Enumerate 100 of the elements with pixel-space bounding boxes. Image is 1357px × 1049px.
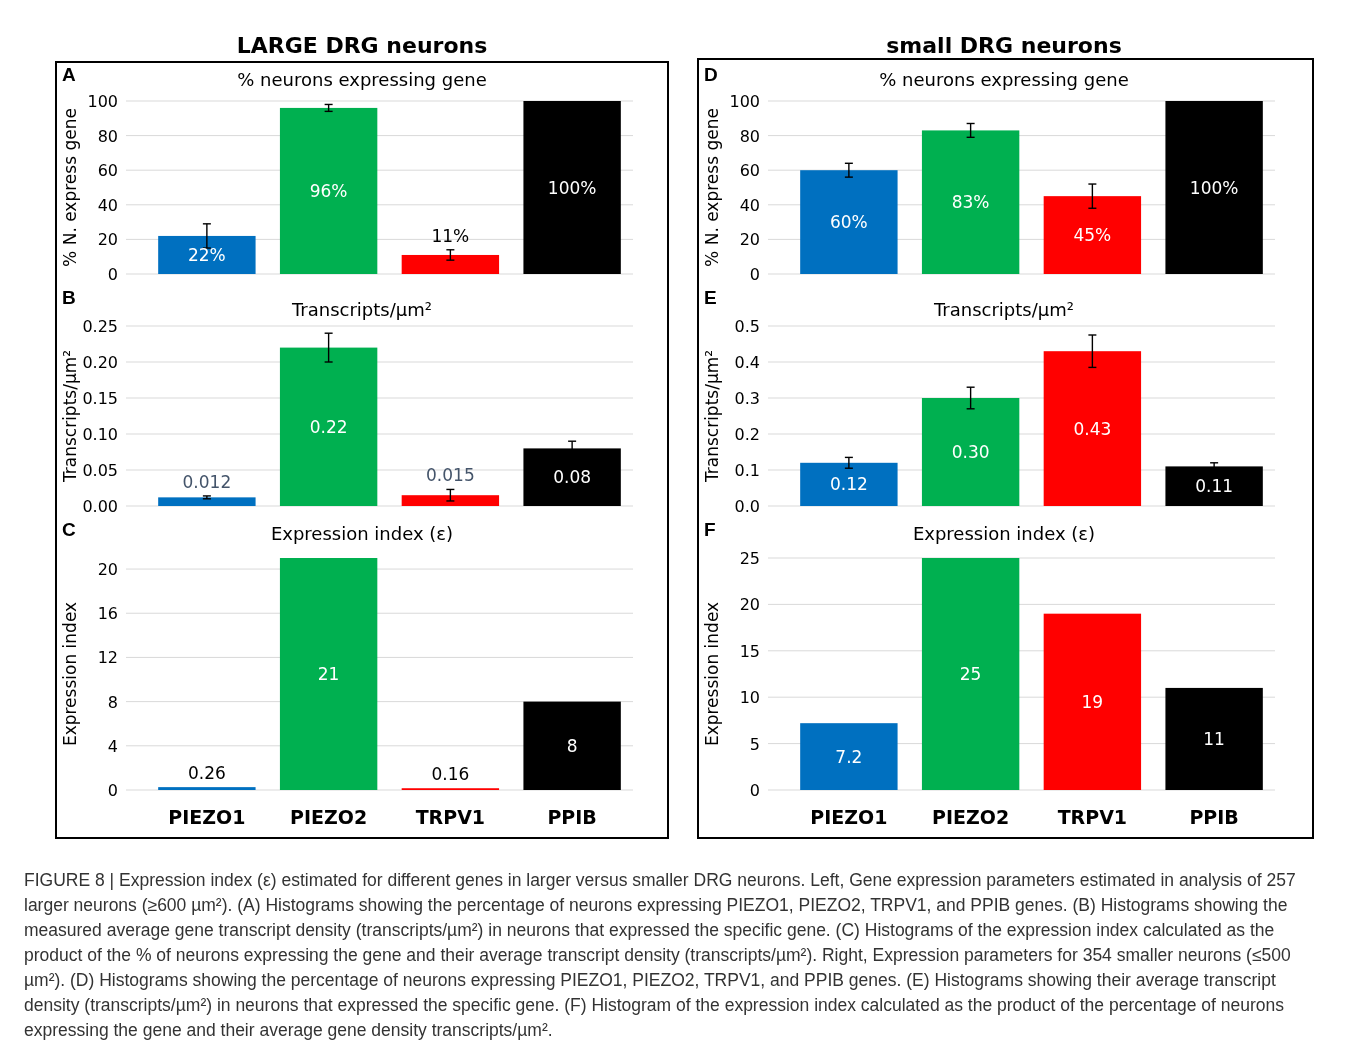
- chart-title: Transcripts/µm²: [933, 299, 1074, 320]
- data-label: 21: [317, 664, 340, 684]
- bar: [921, 130, 1020, 274]
- y-tick-label: 10: [739, 688, 760, 708]
- bar: [800, 170, 898, 274]
- text: C: [62, 519, 76, 540]
- text: A: [62, 64, 76, 85]
- bar: [158, 497, 256, 506]
- bar: [1165, 466, 1263, 506]
- bar: [401, 495, 500, 506]
- x-tick-label: PIEZO1: [168, 806, 246, 828]
- y-tick-label: 5: [749, 734, 760, 754]
- y-tick-label: 0.2: [734, 425, 760, 444]
- text: D: [704, 64, 718, 85]
- y-tick-label: 20: [97, 560, 118, 580]
- y-tick-label: 0.20: [82, 353, 118, 372]
- y-tick-label: 0.4: [734, 353, 760, 372]
- y-tick-label: 0.1: [734, 461, 760, 480]
- y-tick-label: 0.05: [82, 461, 118, 480]
- data-label: 0.30: [951, 442, 990, 462]
- data-label: 96%: [309, 180, 348, 201]
- bar: [279, 558, 378, 790]
- x-tick-label: PPIB: [547, 806, 597, 828]
- bar: [523, 701, 621, 790]
- bar: [1165, 101, 1263, 274]
- data-label: 25: [959, 664, 982, 684]
- x-tick-label: TRPV1: [415, 806, 486, 828]
- data-label: 45%: [1073, 225, 1112, 246]
- y-axis-title: % N. express gene: [60, 108, 80, 267]
- chart-title: Expression index (ε): [912, 523, 1096, 544]
- y-tick-label: 0.5: [734, 317, 760, 336]
- y-tick-label: 4: [107, 736, 118, 756]
- y-tick-label: 80: [739, 126, 760, 146]
- bar: [523, 101, 621, 274]
- y-axis-title: Expression index: [702, 601, 722, 747]
- bar: [401, 254, 500, 274]
- y-tick-label: 20: [739, 230, 760, 250]
- y-tick-label: 20: [739, 595, 760, 615]
- bar: [800, 462, 898, 506]
- data-label: 7.2: [835, 746, 863, 767]
- y-axis-title: Transcripts/µm²: [702, 349, 722, 484]
- y-tick-label: 0.25: [82, 317, 118, 336]
- text: B: [62, 287, 76, 308]
- y-tick-label: 20: [97, 230, 118, 250]
- data-label: 100%: [1189, 177, 1239, 198]
- chart-subtitle: % neurons expressing gene: [237, 69, 487, 90]
- bar: [1043, 613, 1142, 790]
- y-tick-label: 0.0: [734, 497, 760, 516]
- x-tick-label: PPIB: [1189, 806, 1239, 828]
- y-tick-label: 60: [739, 161, 760, 181]
- y-tick-label: 12: [97, 648, 118, 668]
- bar: [800, 723, 898, 790]
- bar: [1043, 196, 1142, 274]
- bar: [279, 347, 378, 506]
- y-tick-label: 100: [729, 92, 760, 111]
- y-tick-label: 8: [107, 692, 118, 712]
- y-axis-title: Transcripts/µm²: [60, 349, 80, 484]
- data-label: 100%: [547, 177, 597, 198]
- bar: [158, 235, 256, 274]
- y-tick-label: 40: [739, 195, 760, 215]
- caption: FIGURE 8 | Expression index (ε) estimated for different genes in larger versus smaller DRG neurons. Left, Gene expression parameters estimated in analysis of 257 larger neurons (≥600 µm²). (A) Histograms showing the percentage of neurons expressing PIEZO1, PIEZO2, TRPV1, and PPIB genes. (B) Histograms showing the measured average gene transcript density (transcripts/µm²) in neurons that expressed the specific gene. (C) Histograms of the expression index calculated as the product of the % of neurons expressing the gene and their average transcript density (transcripts/µm²). Right, Expression parameters for 354 smaller neurons (≤500 µm²). (D) Histograms showing the percentage of neurons expressing PIEZO1, PIEZO2, TRPV1, and PPIB genes. (E) Histograms showing their average transcript density (transcripts/µm²) in neurons that expressed the specific gene. (F) Histogram of the expression index calculated as the product of the percentage of neurons expressing the gene and their average gene density transcripts/µm².: [23, 869, 1297, 1042]
- chart-title: Transcripts/µm²: [291, 299, 432, 320]
- data-label: 60%: [829, 212, 868, 233]
- data-label: 19: [1081, 691, 1104, 712]
- chart-title: small DRG neurons: [886, 33, 1122, 58]
- bar: [1043, 351, 1142, 506]
- data-label: 0.16: [431, 764, 470, 785]
- data-label: 0.012: [182, 471, 232, 492]
- y-tick-label: 25: [739, 549, 760, 568]
- data-label: 11: [1203, 728, 1225, 749]
- y-tick-label: 0: [749, 265, 760, 284]
- data-label: 8: [566, 735, 578, 756]
- x-tick-label: PIEZO1: [810, 806, 888, 828]
- data-label: 83%: [951, 192, 990, 213]
- data-label: 0.12: [829, 474, 868, 495]
- y-tick-label: 0.3: [734, 389, 760, 408]
- y-tick-label: 0.00: [82, 497, 118, 516]
- bar: [158, 787, 256, 790]
- data-label: 0.015: [426, 465, 475, 486]
- chart-subtitle: % neurons expressing gene: [879, 69, 1129, 90]
- y-tick-label: 15: [739, 641, 760, 661]
- data-label: 0.43: [1073, 418, 1112, 439]
- bar: [279, 107, 378, 274]
- x-tick-label: PIEZO2: [290, 806, 368, 828]
- y-axis-title: Expression index: [60, 601, 80, 747]
- y-tick-label: 0.10: [82, 425, 118, 444]
- y-tick-label: 0.15: [82, 389, 118, 408]
- y-tick-label: 0: [107, 781, 118, 800]
- y-tick-label: 16: [97, 604, 118, 624]
- y-axis-title: % N. express gene: [702, 108, 722, 267]
- text: E: [704, 287, 717, 308]
- text: F: [704, 519, 716, 540]
- data-label: 0.11: [1195, 476, 1234, 497]
- chart-title: Expression index (ε): [270, 523, 454, 544]
- y-tick-label: 80: [97, 126, 118, 146]
- data-label: 0.26: [187, 763, 226, 784]
- y-tick-label: 100: [87, 92, 118, 111]
- y-tick-label: 0: [749, 781, 760, 800]
- chart-title: LARGE DRG neurons: [236, 33, 488, 58]
- y-tick-label: 0: [107, 265, 118, 284]
